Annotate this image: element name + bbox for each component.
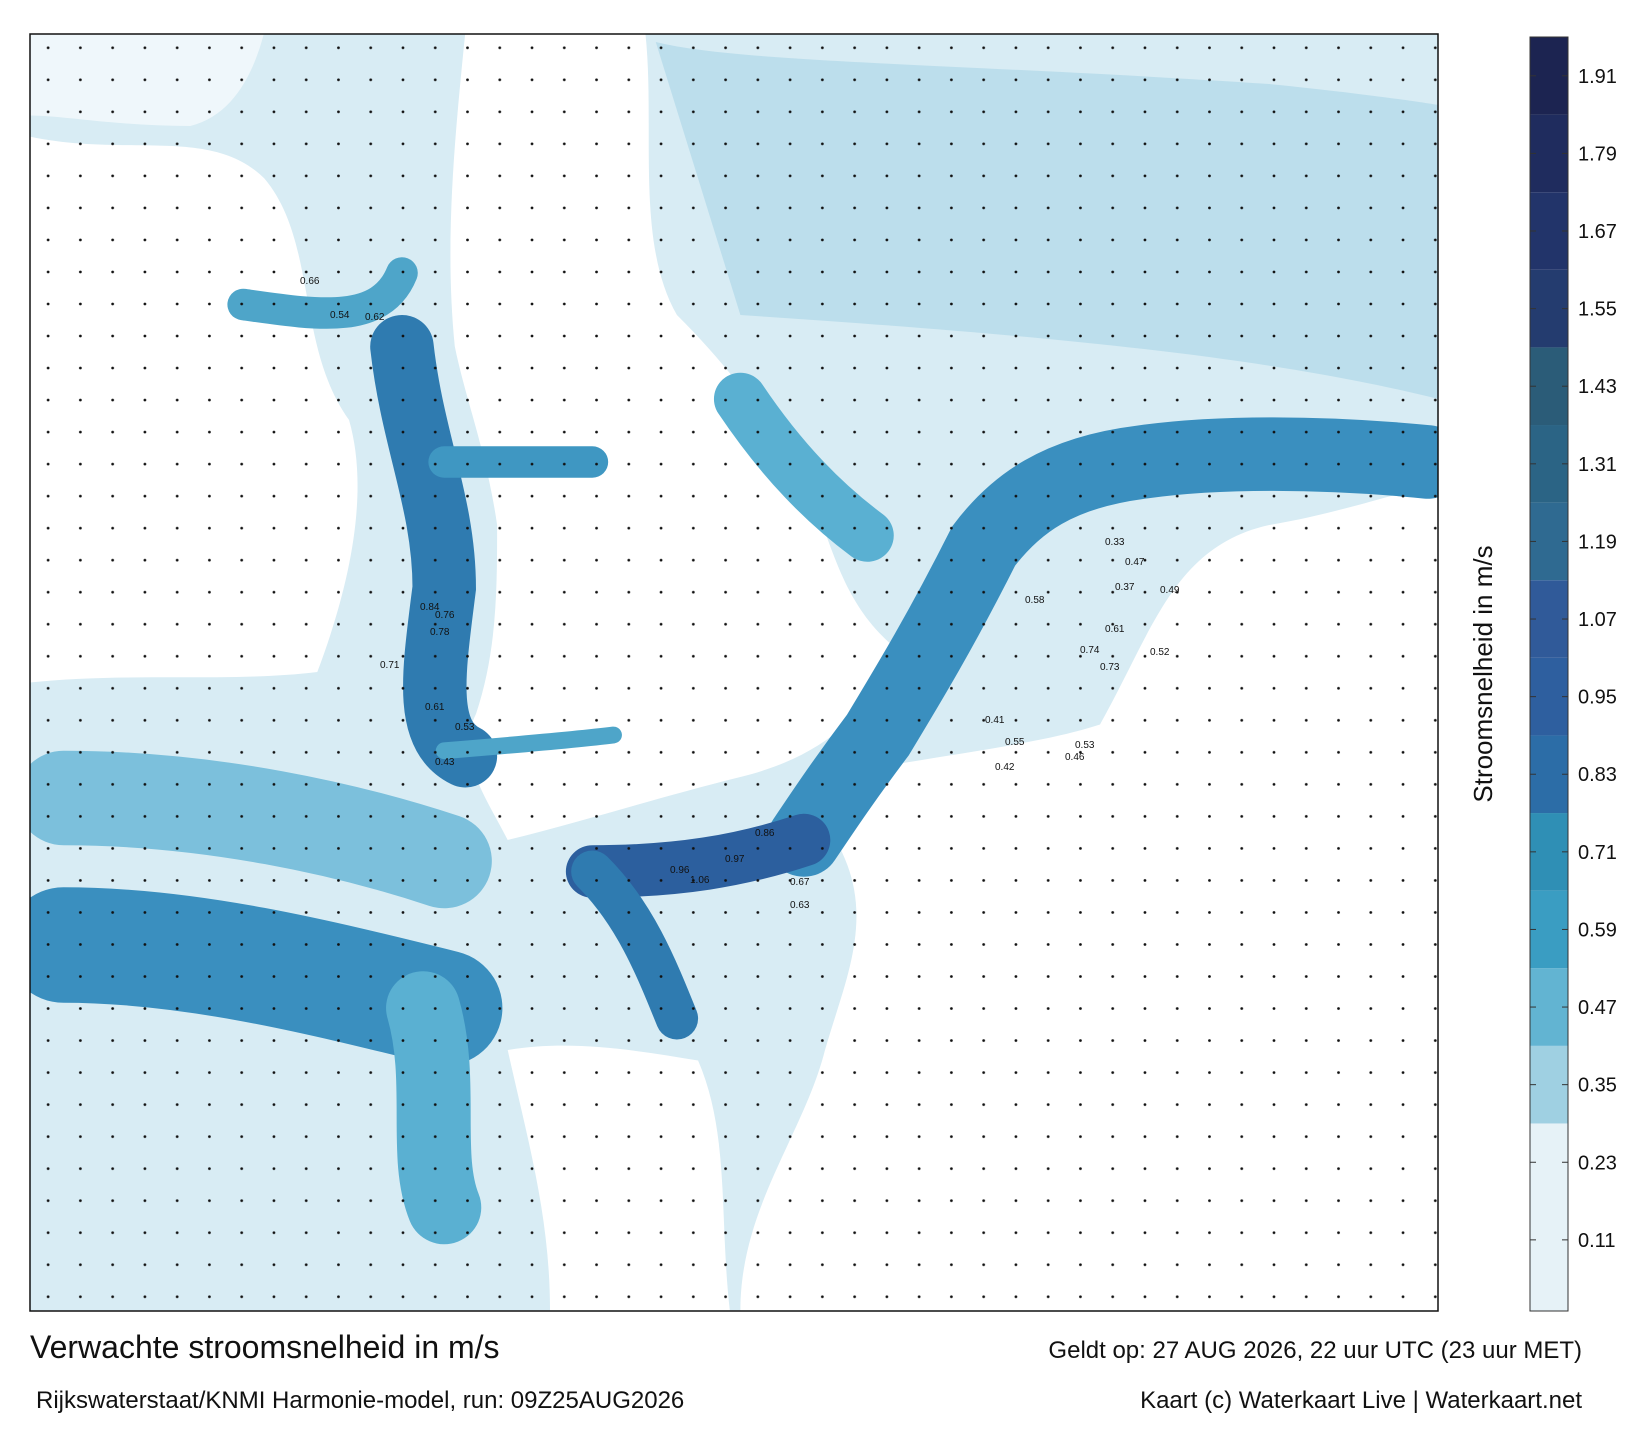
- colorbar-band: [1530, 813, 1568, 891]
- colorbar-tick-label: 1.31: [1578, 454, 1617, 476]
- colorbar-tick-label: 0.23: [1578, 1152, 1617, 1174]
- map-frame: [29, 33, 1439, 1312]
- current-label: 0.53: [455, 722, 475, 733]
- current-label: 0.76: [435, 610, 455, 621]
- current-label: 0.41: [985, 715, 1005, 726]
- colorbar-frame: [1529, 36, 1569, 1312]
- current-label: 0.66: [300, 276, 320, 287]
- colorbar-tick-label: 0.47: [1578, 997, 1617, 1019]
- current-label: 0.52: [1150, 647, 1170, 658]
- colorbar-band: [1530, 425, 1568, 503]
- colorbar-band: [1530, 114, 1568, 193]
- colorbar-band: [1530, 269, 1568, 348]
- current-label: 0.55: [1005, 737, 1025, 748]
- map-labels: 0.66 0.54 0.62 0.840.76 0.78 0.71 0.61 0.53 0.43…: [300, 276, 1180, 911]
- current-label: 0.74: [1080, 645, 1100, 656]
- colorbar-band: [1530, 580, 1568, 658]
- valid-time: Geldt op: 27 AUG 2026, 22 uur UTC (23 uu…: [1048, 1337, 1582, 1364]
- colorbar-tick-label: 1.91: [1578, 66, 1617, 88]
- current-label: 0.62: [365, 312, 385, 323]
- colorbar-band: [1530, 735, 1568, 814]
- current-label: 0.63: [790, 900, 810, 911]
- current-label: 0.67: [790, 877, 810, 888]
- current-label: 0.71: [380, 660, 400, 671]
- current-label: 0.54: [330, 310, 350, 321]
- colorbar-tick-label: 1.07: [1578, 609, 1617, 631]
- current-label: 0.43: [435, 757, 455, 768]
- current-label: 1.06: [690, 875, 710, 886]
- current-label: 0.61: [1105, 624, 1125, 635]
- current-label: 0.49: [1160, 585, 1180, 596]
- current-label: 0.96: [670, 865, 690, 876]
- colorbar: 0.11 0.23 0.35 0.47 0.59 0.71 0.83 0.95 1.07 1.19…: [1530, 37, 1617, 1311]
- colorbar-band: [1530, 1123, 1568, 1311]
- colorbar-band: [1530, 37, 1568, 115]
- colorbar-band: [1530, 347, 1568, 426]
- colorbar-tick-label: 1.55: [1578, 299, 1617, 321]
- colorbar-tick-label: 0.71: [1578, 842, 1617, 864]
- title: Verwachte stroomsnelheid in m/s: [30, 1329, 500, 1365]
- colorbar-band: [1530, 1045, 1568, 1124]
- colorbar-label: Stroomsnelheid in m/s: [1468, 545, 1498, 802]
- current-label: 0.42: [995, 762, 1015, 773]
- colorbar-tick-label: 1.79: [1578, 143, 1617, 165]
- current-label: 0.58: [1025, 595, 1045, 606]
- credit: Kaart (c) Waterkaart Live | Waterkaart.n…: [1140, 1387, 1582, 1414]
- current-label: 0.37: [1115, 582, 1135, 593]
- map: 0.66 0.54 0.62 0.840.76 0.78 0.71 0.61 0.53 0.43…: [30, 34, 1438, 1311]
- colorbar-tick-label: 1.67: [1578, 221, 1617, 243]
- current-label: 0.61: [425, 702, 445, 713]
- colorbar-band: [1530, 192, 1568, 270]
- colorbar-tick-label: 0.95: [1578, 687, 1617, 709]
- colorbar-band: [1530, 890, 1568, 969]
- current-label: 0.47: [1125, 557, 1145, 568]
- colorbar-tick-label: 1.19: [1578, 531, 1617, 553]
- current-label: 0.73: [1100, 662, 1120, 673]
- current-label: 0.46: [1065, 752, 1085, 763]
- colorbar-tick-label: 0.59: [1578, 919, 1617, 941]
- current-label: 0.84: [420, 602, 440, 613]
- current-label: 0.53: [1075, 740, 1095, 751]
- colorbar-band: [1530, 968, 1568, 1046]
- current-label: 0.78: [430, 627, 450, 638]
- colorbar-band: [1530, 657, 1568, 736]
- current-label: 0.97: [725, 854, 745, 865]
- colorbar-band: [1530, 502, 1568, 581]
- current-label: 0.33: [1105, 537, 1125, 548]
- subtitle: Rijkswaterstaat/KNMI Harmonie-model, run…: [36, 1387, 684, 1414]
- colorbar-tick-label: 1.43: [1578, 376, 1617, 398]
- colorbar-tick-label: 0.11: [1578, 1230, 1615, 1252]
- current-label: 0.86: [755, 828, 775, 839]
- colorbar-tick-label: 0.35: [1578, 1075, 1617, 1097]
- colorbar-tick-label: 0.83: [1578, 764, 1617, 786]
